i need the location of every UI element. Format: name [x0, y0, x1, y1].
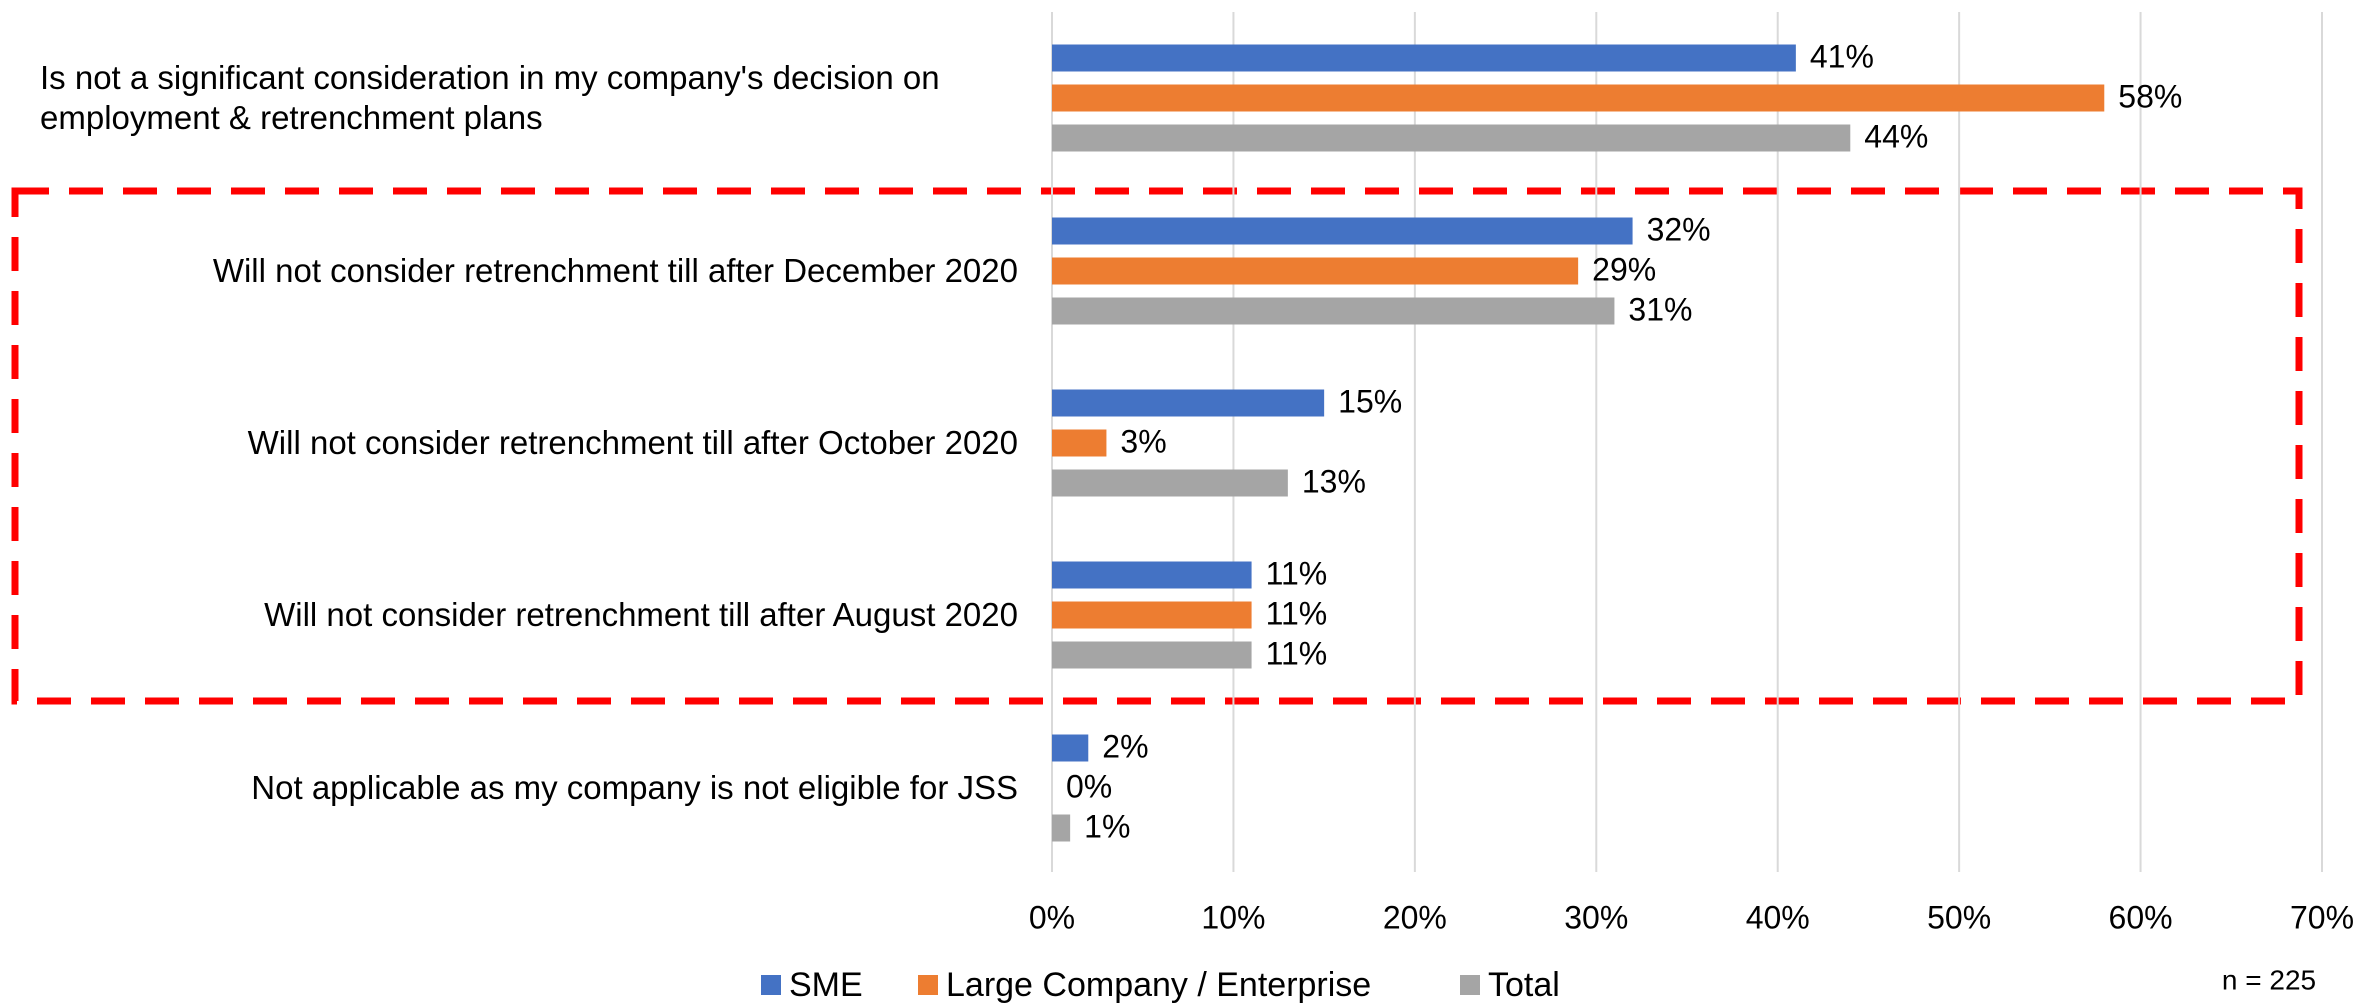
value-label: 31% [1628, 291, 1692, 327]
value-label: 0% [1066, 768, 1112, 804]
x-tick-label: 60% [2109, 899, 2173, 935]
bar [1052, 561, 1252, 589]
category-text: Will not consider retrenchment till afte… [247, 424, 1018, 461]
bar [1052, 601, 1252, 629]
value-label: 13% [1302, 463, 1366, 499]
value-label: 32% [1647, 211, 1711, 247]
highlight-box [11, 187, 2303, 705]
value-label: 2% [1102, 728, 1148, 764]
value-label: 15% [1338, 383, 1402, 419]
value-label: 58% [2118, 78, 2182, 114]
legend-swatch [761, 975, 781, 995]
value-label: 44% [1864, 118, 1928, 154]
bar [1052, 297, 1615, 325]
value-label: 41% [1810, 38, 1874, 74]
legend-swatch [918, 975, 938, 995]
legend-label: SME [789, 966, 863, 1004]
bar [1052, 814, 1071, 842]
category-label: Will not consider retrenchment till afte… [40, 565, 1018, 665]
category-label: Will not consider retrenchment till afte… [40, 221, 1018, 321]
bar [1052, 429, 1107, 457]
bar [1052, 217, 1633, 245]
bar [1052, 734, 1089, 762]
x-tick-label: 20% [1383, 899, 1447, 935]
bar [1052, 389, 1325, 417]
value-label: 11% [1266, 635, 1328, 671]
x-tick-label: 40% [1746, 899, 1810, 935]
x-tick-label: 50% [1927, 899, 1991, 935]
bar [1052, 257, 1579, 285]
x-tick-label: 70% [2290, 899, 2354, 935]
value-label: 11% [1266, 555, 1328, 591]
category-text: Is not a significant consideration in my… [40, 59, 940, 136]
legend-swatch [1460, 975, 1480, 995]
sample-size: n = 225 [2222, 964, 2316, 995]
category-label: Is not a significant consideration in my… [40, 48, 1018, 148]
x-tick-label: 30% [1564, 899, 1628, 935]
category-text: Will not consider retrenchment till afte… [264, 596, 1018, 633]
bar [1052, 469, 1288, 497]
value-label: 11% [1266, 595, 1328, 631]
category-text: Not applicable as my company is not elig… [251, 769, 1018, 806]
legend-label: Total [1488, 966, 1560, 1004]
category-text: Will not consider retrenchment till afte… [212, 252, 1018, 289]
bar [1052, 641, 1252, 669]
value-label: 1% [1084, 808, 1130, 844]
category-label: Will not consider retrenchment till afte… [40, 393, 1018, 493]
legend-label: Large Company / Enterprise [946, 966, 1371, 1004]
bar [1052, 44, 1796, 72]
bar [1052, 84, 2105, 112]
value-label: 3% [1120, 423, 1166, 459]
x-tick-label: 0% [1029, 899, 1075, 935]
x-tick-label: 10% [1201, 899, 1265, 935]
bar [1052, 124, 1851, 152]
category-label: Not applicable as my company is not elig… [40, 738, 1018, 838]
value-label: 29% [1592, 251, 1656, 287]
